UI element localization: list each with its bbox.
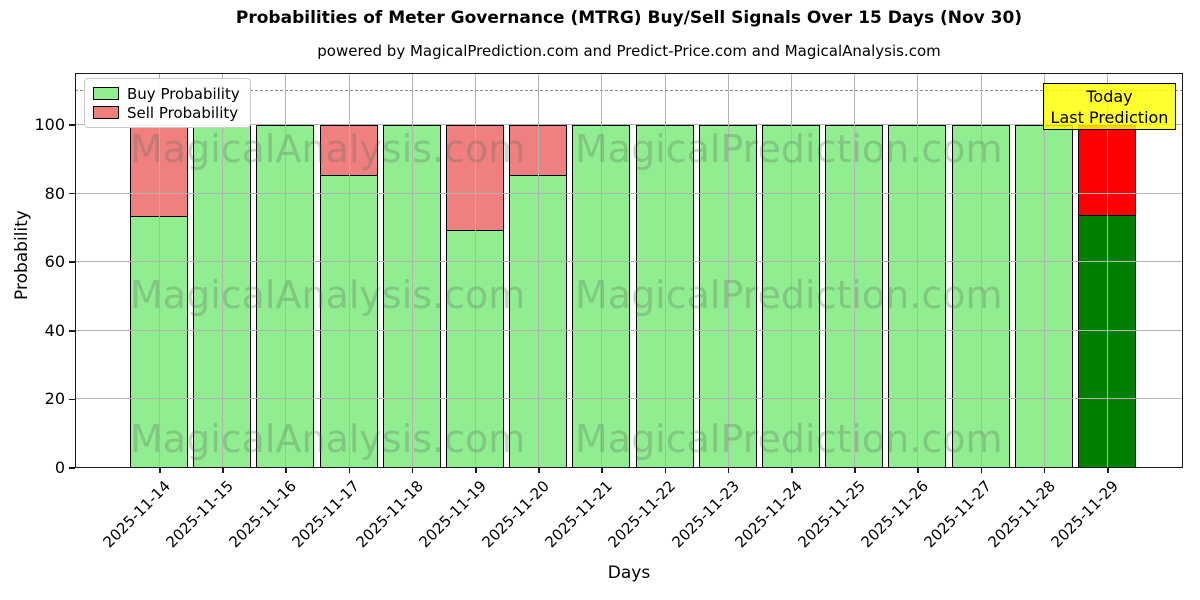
vertical-gridline xyxy=(285,73,287,468)
horizontal-gridline xyxy=(75,192,1183,194)
x-tick-label: 2025-11-29 xyxy=(1047,477,1122,552)
x-tick-label: 2025-11-15 xyxy=(162,477,237,552)
x-tick-mark xyxy=(538,468,540,473)
y-tick-mark xyxy=(69,192,75,195)
horizontal-gridline xyxy=(75,124,1183,125)
x-tick-mark xyxy=(222,468,224,473)
legend-item-sell: Sell Probability xyxy=(93,103,240,122)
y-tick-label: 0 xyxy=(54,458,65,477)
sell-legend-swatch xyxy=(93,106,119,119)
vertical-gridline xyxy=(664,73,666,468)
vertical-gridline xyxy=(159,73,160,468)
sell-legend-label: Sell Probability xyxy=(127,103,239,122)
x-tick-mark xyxy=(917,468,919,473)
vertical-gridline xyxy=(917,73,919,468)
x-tick-label: 2025-11-18 xyxy=(352,477,427,552)
today-annotation-line1: Today xyxy=(1086,87,1133,106)
x-axis-title: Days xyxy=(607,563,651,583)
x-tick-label: 2025-11-17 xyxy=(288,477,364,552)
x-tick-label: 2025-11-16 xyxy=(225,477,301,552)
y-tick-mark xyxy=(69,261,75,263)
x-tick-label: 2025-11-27 xyxy=(920,477,996,552)
chart-title: Probabilities of Meter Governance (MTRG)… xyxy=(235,8,1023,28)
x-tick-mark xyxy=(791,468,793,473)
x-tick-label: 2025-11-21 xyxy=(541,477,617,552)
vertical-gridline xyxy=(411,73,413,468)
today-annotation: Today Last Prediction xyxy=(1043,83,1176,130)
y-tick-mark xyxy=(69,467,75,469)
vertical-gridline xyxy=(980,73,982,468)
buy-legend-label: Buy Probability xyxy=(127,84,240,103)
horizontal-gridline xyxy=(75,398,1183,400)
x-tick-label: 2025-11-23 xyxy=(668,477,743,552)
y-tick-label: 80 xyxy=(44,183,65,203)
vertical-gridline xyxy=(791,73,792,468)
x-tick-mark xyxy=(475,468,477,473)
plot-area: MagicalAnalysis.com MagicalPrediction.com… xyxy=(75,73,1183,468)
vertical-gridline xyxy=(601,73,603,468)
vertical-gridline xyxy=(1107,73,1108,468)
x-tick-label: 2025-11-25 xyxy=(794,477,869,552)
x-tick-mark xyxy=(159,468,161,473)
y-tick-label: 100 xyxy=(34,115,65,134)
vertical-gridline xyxy=(538,73,540,468)
x-tick-label: 2025-11-14 xyxy=(99,477,174,552)
x-tick-mark xyxy=(348,468,351,473)
vertical-gridline xyxy=(348,73,350,468)
x-tick-mark xyxy=(601,468,603,473)
x-tick-label: 2025-11-20 xyxy=(478,477,553,552)
x-tick-mark xyxy=(1107,468,1109,473)
x-tick-label: 2025-11-28 xyxy=(984,477,1059,552)
x-tick-label: 2025-11-19 xyxy=(415,477,490,552)
vertical-gridline xyxy=(1043,73,1045,468)
x-tick-mark xyxy=(1043,468,1046,473)
y-tick-label: 40 xyxy=(44,320,65,340)
today-annotation-line2: Last Prediction xyxy=(1050,108,1169,127)
buy-legend-swatch xyxy=(93,87,119,100)
x-tick-mark xyxy=(664,468,667,473)
vertical-gridline xyxy=(854,73,856,468)
vertical-gridline xyxy=(475,73,476,468)
horizontal-gridline xyxy=(75,329,1183,331)
y-tick-label: 60 xyxy=(44,252,65,272)
legend: Buy Probability Sell Probability xyxy=(84,78,251,128)
x-tick-mark xyxy=(727,468,730,473)
vertical-gridline xyxy=(727,73,729,468)
y-tick-label: 20 xyxy=(44,389,65,409)
x-tick-label: 2025-11-22 xyxy=(604,477,680,552)
y-tick-mark xyxy=(69,330,75,332)
x-tick-mark xyxy=(854,468,856,473)
legend-item-buy: Buy Probability xyxy=(93,84,240,103)
x-tick-mark xyxy=(411,468,414,473)
x-tick-mark xyxy=(980,468,983,473)
x-tick-mark xyxy=(285,468,287,473)
horizontal-gridline xyxy=(75,261,1183,263)
x-tick-label: 2025-11-24 xyxy=(731,477,806,552)
dashed-threshold-line xyxy=(75,89,1183,91)
chart-subtitle: powered by MagicalPrediction.com and Pre… xyxy=(317,42,941,60)
vertical-gridline xyxy=(222,73,224,468)
y-tick-mark xyxy=(69,398,75,401)
x-tick-label: 2025-11-26 xyxy=(857,477,933,552)
y-tick-mark xyxy=(69,124,75,126)
